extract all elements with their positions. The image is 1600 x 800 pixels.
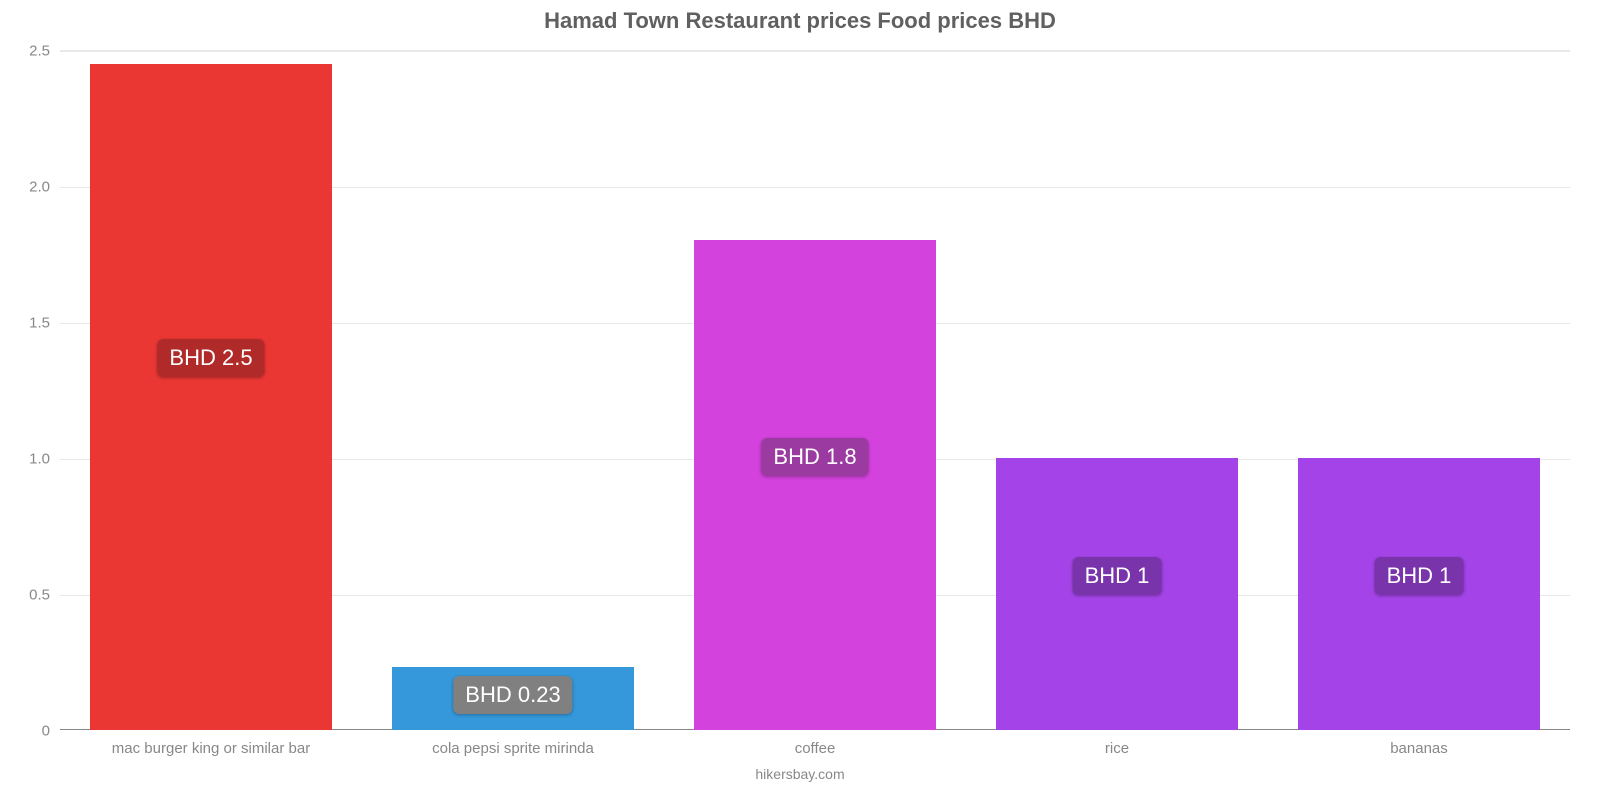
xtick-label: cola pepsi sprite mirinda [432,740,594,757]
bar-value-label: BHD 2.5 [157,339,264,377]
ytick-label: 0 [42,723,50,740]
bar-value-label: BHD 1 [1375,557,1464,595]
plot-area: 00.51.01.52.02.5BHD 2.5mac burger king o… [60,50,1570,730]
gridline [60,51,1570,52]
chart-container: Hamad Town Restaurant prices Food prices… [0,0,1600,800]
bar-value-label: BHD 1 [1073,557,1162,595]
chart-footer: hikersbay.com [0,766,1600,782]
bar [90,64,332,730]
ytick-label: 2.0 [29,179,50,196]
ytick-label: 2.5 [29,43,50,60]
xtick-label: bananas [1390,740,1448,757]
ytick-label: 1.0 [29,451,50,468]
xtick-label: coffee [795,740,836,757]
chart-title: Hamad Town Restaurant prices Food prices… [0,8,1600,34]
bar-value-label: BHD 0.23 [453,676,572,714]
bar-value-label: BHD 1.8 [761,438,868,476]
xtick-label: rice [1105,740,1129,757]
ytick-label: 1.5 [29,315,50,332]
bar [694,240,936,730]
xtick-label: mac burger king or similar bar [112,740,310,757]
ytick-label: 0.5 [29,587,50,604]
